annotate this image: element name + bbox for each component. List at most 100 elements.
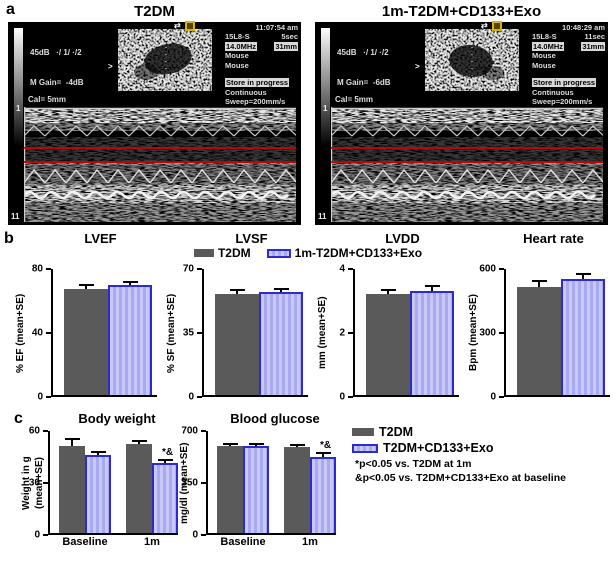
bar-exo: *& xyxy=(152,431,178,533)
depth-scale-top: 1 xyxy=(323,104,328,113)
y-axis-label: % EF (mean+SE) xyxy=(15,293,26,373)
plot-area xyxy=(353,269,459,397)
chart-title: Body weight xyxy=(78,411,156,426)
y-tick-label: 0 xyxy=(192,529,198,541)
chart-title: LVSF xyxy=(235,231,268,246)
y-tick-label: 40 xyxy=(31,327,43,339)
y-axis-label: Bpm (mean+SE) xyxy=(468,294,479,372)
chart-title: Blood glucose xyxy=(230,411,320,426)
y-tick-label: 0 xyxy=(339,391,345,403)
y-tick-label: 300 xyxy=(479,327,496,339)
echo-title-t2dm: T2DM xyxy=(134,3,175,20)
bar-group xyxy=(64,269,152,395)
calibration-label: Cal= 5mm xyxy=(335,95,374,104)
y-tick-label: 2 xyxy=(339,327,345,339)
bar-t2dm xyxy=(64,269,108,395)
depth-label: 31mm xyxy=(581,41,605,51)
bar-group: Baseline xyxy=(59,431,111,548)
panel-b-legend: T2DM 1m-T2DM+CD133+Exo xyxy=(193,246,422,260)
significance-annotation: *& xyxy=(320,439,332,451)
panel-a-label: a xyxy=(6,1,15,18)
bar-exo xyxy=(108,269,152,395)
y-tick-label: 0 xyxy=(37,391,43,403)
depth-scale-bottom: 11 xyxy=(11,212,20,221)
echo-column-exo: 1m-T2DM+CD133+Exo 45dB ·/ 1/ ·/2 M Gain=… xyxy=(315,2,608,225)
x-category-label: Baseline xyxy=(220,536,266,548)
y-axis: 0 40 80 xyxy=(27,264,51,403)
y-axis: 0 300 600 xyxy=(479,264,504,403)
y-tick-mark xyxy=(201,430,206,432)
probe-label: 15L8-S xyxy=(532,32,557,41)
frequency-label: 14.0MHz xyxy=(532,41,565,51)
x-category-label: Baseline xyxy=(62,536,108,548)
bar-t2dm xyxy=(517,269,561,395)
y-tick-mark xyxy=(499,268,504,270)
y-tick-mark xyxy=(348,396,353,398)
subject-label: Mouse xyxy=(532,51,556,60)
acquisition-info: 15L8-S 5sec 14.0MHz 31mm Mouse Mouse Sto… xyxy=(225,32,298,107)
duration-label: 5sec xyxy=(281,32,298,41)
y-tick-label: 60 xyxy=(28,425,40,437)
mode-label: Continuous xyxy=(225,87,267,97)
y-tick-mark xyxy=(499,396,504,398)
sweep-label: Sweep=200mm/s xyxy=(225,97,286,106)
bar-group: *& 1m xyxy=(126,431,178,548)
plot-area xyxy=(51,269,157,397)
subject-label: Mouse xyxy=(532,60,556,70)
calibration-label: Cal= 5mm xyxy=(28,95,67,104)
frequency-label: 14.0MHz xyxy=(225,41,258,51)
bar-exo xyxy=(259,269,303,395)
y-tick-label: 30 xyxy=(28,477,40,489)
store-frame-icon xyxy=(184,21,195,31)
y-axis-label: % SF (mean+SE) xyxy=(166,293,177,373)
gain-gradient-bar xyxy=(14,28,23,146)
inset-icons: ⇄ xyxy=(174,21,195,31)
y-tick-mark xyxy=(348,332,353,334)
y-tick-label: 600 xyxy=(479,263,496,275)
panel-c-label: c xyxy=(14,410,23,427)
chart-lvef: LVEF % EF (mean+SE) 0 40 80 xyxy=(14,231,157,403)
echo-image-t2dm: 45dB ·/ 1/ ·/2 M Gain= -4dB 11:07:54 am … xyxy=(8,21,301,225)
y-tick-label: 0 xyxy=(490,391,496,403)
y-tick-mark xyxy=(197,332,202,334)
y-tick-mark xyxy=(46,396,51,398)
panel-c-legend: T2DM T2DM+CD133+Exo *p<0.05 vs. T2DM at … xyxy=(352,411,566,535)
echo-2d-inset xyxy=(425,29,519,91)
db-line: 45dB ·/ 1/ ·/2 xyxy=(337,48,389,57)
y-tick-label: 350 xyxy=(181,477,198,489)
legend-item-t2dm: T2DM xyxy=(352,425,566,439)
chart-title: Heart rate xyxy=(523,231,584,246)
significance-annotation: *& xyxy=(162,447,174,459)
echo-column-t2dm: T2DM 45dB ·/ 1/ ·/2 M Gain= -4dB 11:07:5… xyxy=(8,2,301,225)
bar-group: Baseline xyxy=(217,431,269,548)
chart-blood-glucose: Blood glucose mg/dl (mean+SE) 0 350 700 Ba… xyxy=(178,411,336,548)
x-category-label: 1m xyxy=(302,536,318,548)
chart-lvdd: LVDD mm (mean+SE) 0 2 4 xyxy=(316,231,459,403)
y-axis: 0 2 4 xyxy=(329,264,353,403)
store-frame-icon xyxy=(491,21,502,31)
bar-exo xyxy=(85,431,111,533)
echo-image-exo: 45dB ·/ 1/ ·/2 M Gain= -6dB 10:48:29 am … xyxy=(315,21,608,225)
y-tick-mark xyxy=(43,482,48,484)
y-axis: 0 30 60 xyxy=(29,426,48,541)
y-tick-label: 700 xyxy=(181,425,198,437)
y-tick-mark xyxy=(201,482,206,484)
duration-label: 11sec xyxy=(584,32,605,41)
y-axis: 0 350 700 xyxy=(181,426,206,541)
y-tick-mark xyxy=(46,268,51,270)
timestamp: 10:48:29 am xyxy=(562,23,605,32)
plot-area xyxy=(202,269,308,397)
plot-area xyxy=(504,269,610,397)
sweep-label: Sweep=200mm/s xyxy=(532,97,593,106)
y-tick-label: 0 xyxy=(34,529,40,541)
y-tick-label: 80 xyxy=(31,263,43,275)
depth-scale-bottom: 11 xyxy=(318,212,327,221)
y-tick-mark xyxy=(46,332,51,334)
y-tick-mark xyxy=(197,268,202,270)
echo-2d-inset xyxy=(118,29,212,91)
y-axis: 0 35 70 xyxy=(178,264,202,403)
chart-title: LVDD xyxy=(385,231,420,246)
m-gain-line: M Gain= -6dB xyxy=(337,78,391,87)
panel-b: b T2DM 1m-T2DM+CD133+Exo LVEF % EF (mean… xyxy=(0,231,616,403)
y-tick-mark xyxy=(43,430,48,432)
